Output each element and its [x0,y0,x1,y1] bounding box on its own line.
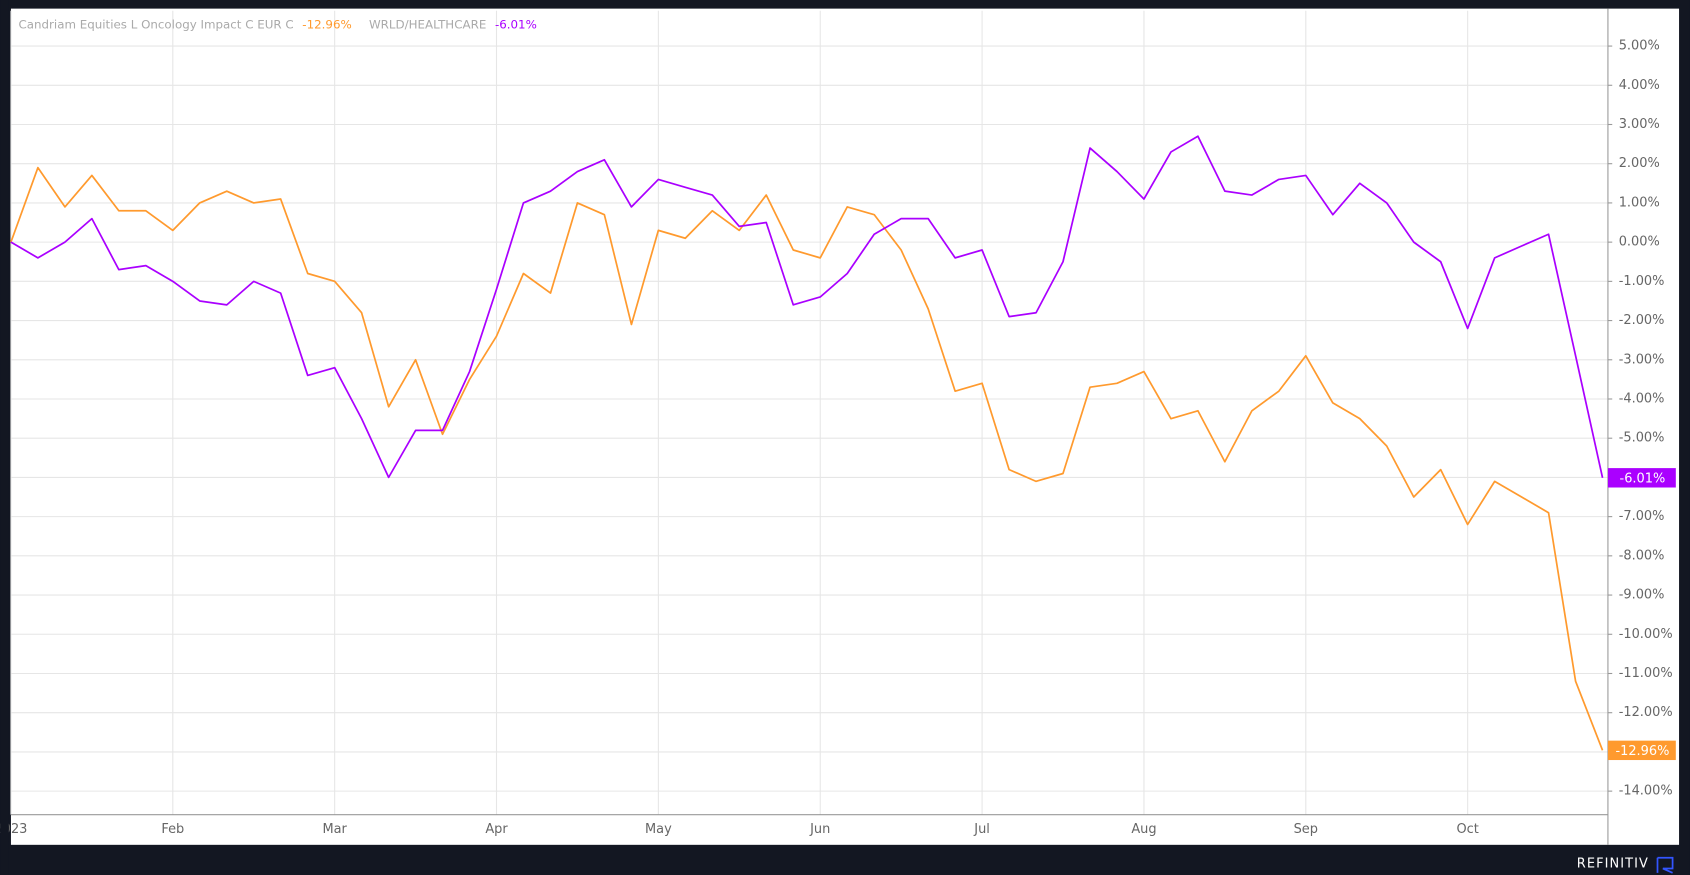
y-tick-label: -4.00% [1619,391,1665,406]
legend-name: WRLD/HEALTHCARE [369,17,486,31]
y-tick-label: -3.00% [1619,352,1665,367]
y-tick-label: -12.00% [1619,705,1673,720]
x-tick-label: Sep [1294,822,1318,837]
legend-value: -6.01% [495,17,537,31]
x-tick-label: May [645,822,672,837]
last-value-badge [1607,468,1676,488]
last-value-badge [1607,740,1676,761]
x-tick-label: Jun [809,822,830,837]
y-tick-label: -2.00% [1619,313,1665,328]
legend-value: -12.96% [302,17,351,31]
x-tick-label: Mar [322,822,347,837]
series-line [10,135,1604,479]
x-tick-label: Feb [161,822,184,837]
series-line [10,166,1604,751]
y-tick-label: 0.00% [1619,235,1660,250]
y-tick-label: 5.00% [1619,39,1660,54]
y-tick-label: -1.00% [1619,274,1665,289]
frame-edge [0,0,9,875]
y-tick-label: -11.00% [1619,666,1673,681]
y-tick-label: -8.00% [1619,548,1665,563]
y-tick-label: -10.00% [1619,627,1673,642]
y-tick-label: 4.00% [1619,78,1660,93]
x-tick-label: Aug [1131,822,1156,837]
brand-logo [1656,856,1674,874]
y-tick-label: 3.00% [1619,117,1660,132]
legend-name: Candriam Equities L Oncology Impact C EU… [18,17,293,31]
y-tick-label: 2.00% [1619,156,1660,171]
plot-background [10,8,1680,845]
y-tick-label: -5.00% [1619,431,1665,446]
footer-brand: REFINITIV [1577,857,1649,872]
y-tick-label: 1.00% [1619,195,1660,210]
last-value-label: -6.01% [1620,471,1666,486]
last-value-label: -12.96% [1615,744,1669,759]
y-tick-label: -14.00% [1619,784,1673,799]
x-tick-label: Oct [1456,822,1478,837]
x-tick-label: Jul [973,822,990,837]
y-tick-label: -7.00% [1619,509,1665,524]
x-tick-label: Apr [485,822,508,837]
y-tick-label: -9.00% [1619,588,1665,603]
